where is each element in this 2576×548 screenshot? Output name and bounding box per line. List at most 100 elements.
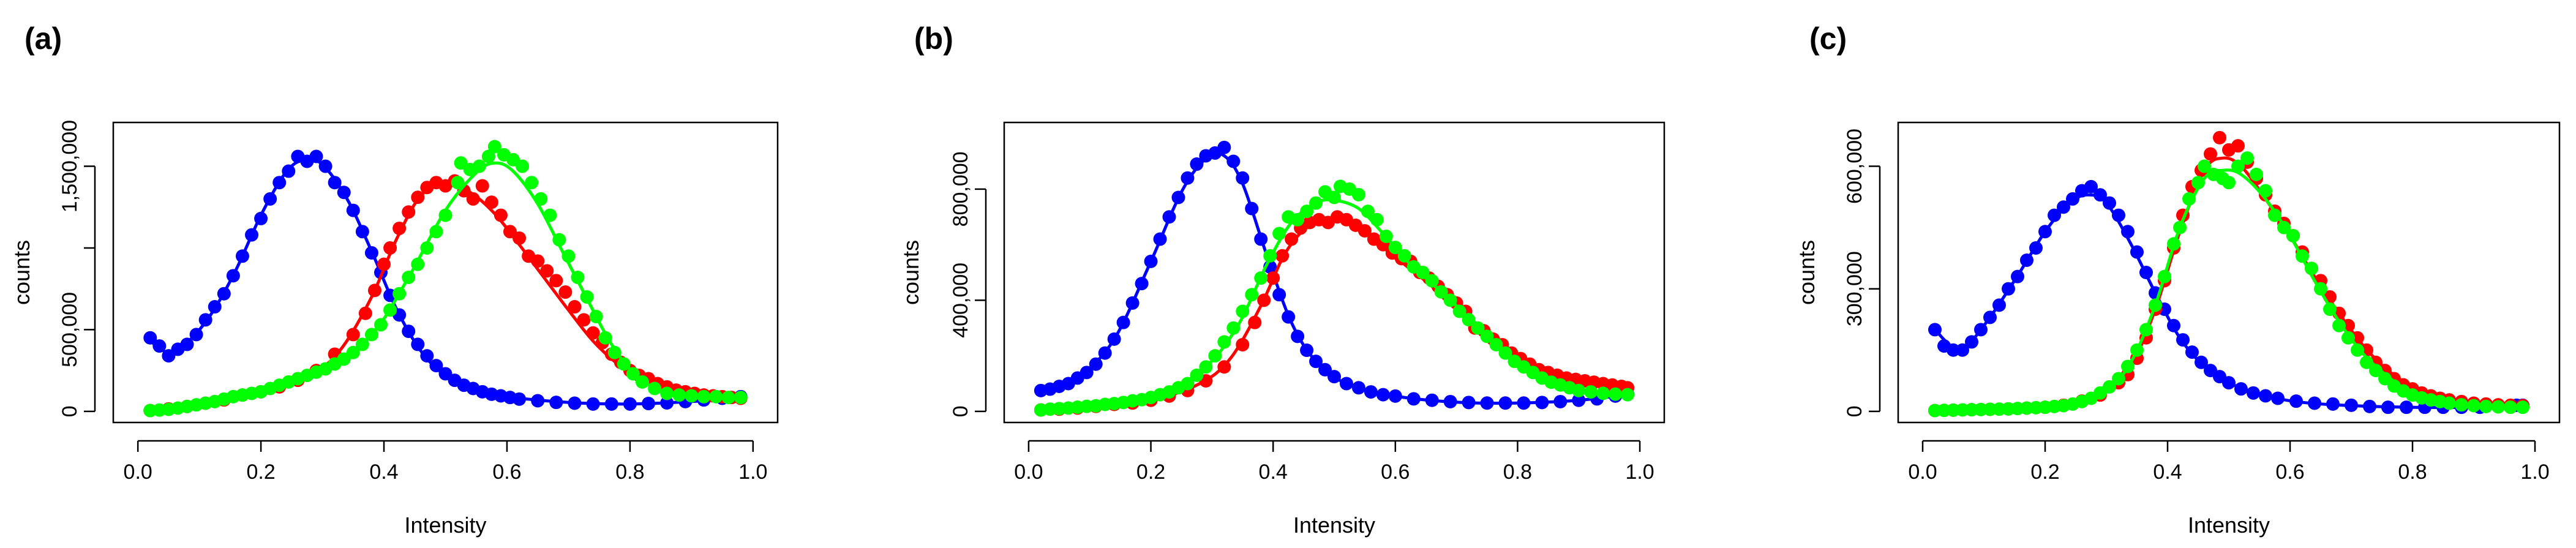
data-point-blue [1272,288,1286,302]
data-point-green [364,328,378,342]
data-point-blue [1983,310,1997,325]
data-point-green [2516,400,2529,415]
x-tick-label: 0.8 [615,460,644,484]
data-point-red [358,306,372,320]
data-point-blue [364,246,378,260]
x-tick-label: 0.4 [1259,460,1288,484]
data-point-blue [143,331,157,345]
series-red-curve [1934,156,2523,412]
data-point-blue [2400,400,2413,415]
data-point-red [1217,360,1231,374]
data-point-green [1452,304,1466,318]
data-point-blue [2345,398,2358,412]
data-point-green [589,310,603,324]
y-axis-title: counts [898,240,923,305]
data-point-green [374,318,388,332]
x-tick-label: 0.2 [246,460,275,484]
panel-label: (c) [1809,21,1847,56]
data-point-green [1388,241,1402,255]
data-point-blue [1089,357,1103,371]
data-point-green [2277,220,2291,235]
data-point-blue [2167,318,2180,332]
data-point-red [346,328,360,342]
data-point-green [346,345,360,359]
x-axis-title: Intensity [404,512,486,538]
data-point-blue [2363,399,2376,413]
data-point-blue [282,164,296,178]
data-point-green [2158,269,2171,283]
data-point-red [1285,232,1299,246]
data-point-blue [1116,315,1130,329]
data-point-blue [586,397,600,411]
data-point-blue [1974,323,1988,337]
data-point-green [1190,368,1204,382]
data-point-green [617,357,631,371]
data-point-green [2305,261,2318,276]
data-point-blue [642,397,656,411]
series-blue [143,149,748,411]
data-point-red [531,254,545,268]
series-blue-curve [1934,193,2523,409]
data-point-green [721,391,735,405]
y-tick-label: 1,500,000 [58,120,81,212]
data-point-blue [2222,376,2236,390]
data-point-green [534,192,548,206]
data-point-blue [568,396,582,410]
x-tick-label: 0.0 [1908,460,1937,484]
data-point-red [568,300,582,314]
data-point-green [1471,321,1485,335]
data-point-green [1443,293,1457,307]
data-point-green [383,303,397,317]
data-point-green [2167,237,2180,251]
data-point-green [1236,304,1250,318]
data-point-blue [2093,188,2107,202]
data-point-blue [2020,253,2033,267]
data-point-green [1425,274,1439,288]
data-point-blue [1245,201,1259,216]
x-tick-label: 0.2 [1136,460,1165,484]
data-point-blue [2103,196,2116,210]
data-point-blue [1376,388,1390,402]
data-point-blue [2234,382,2248,396]
data-point-blue [1291,329,1305,343]
data-point-green [552,233,566,247]
data-point-blue [198,313,212,327]
data-point-blue [660,396,674,410]
data-point-green [2378,372,2392,386]
data-point-blue [1480,396,1494,410]
data-point-blue [208,300,222,314]
data-point-blue [549,396,563,410]
panel-a: (a) 0.0 0.2 0.4 0.6 0.8 1.0 0 500,000 1,500,000 In… [9,21,779,538]
data-point-green [1596,386,1610,400]
x-tick-label: 0.4 [2153,460,2182,484]
data-point-blue [2247,386,2260,400]
data-point-blue [1318,362,1332,377]
y-tick-label: 400,000 [949,263,972,338]
data-point-blue [1462,396,1476,410]
data-point-blue [1107,332,1121,346]
x-tick-label: 1.0 [1625,460,1654,484]
data-point-blue [355,225,369,239]
data-point-blue [1226,154,1241,168]
data-point-blue [2195,355,2208,369]
data-point-green [697,389,711,403]
y-tick-label: 0 [58,405,81,417]
data-point-blue [226,269,240,283]
data-point-green [2191,176,2205,190]
data-point-blue [2308,396,2321,410]
data-point-blue [1144,254,1158,268]
data-point-green [2286,228,2300,242]
data-point-green [2332,318,2346,332]
x-tick-label: 0.6 [1381,460,1410,484]
y-axis-title: counts [9,240,34,305]
data-point-blue [152,339,167,353]
data-point-green [2455,398,2468,412]
data-point-green [543,208,557,222]
data-point-green [561,249,576,263]
data-point-blue [1339,377,1353,391]
plot-frame [1003,121,1665,424]
data-point-green [438,208,452,222]
data-point-blue [2259,389,2272,403]
data-point-green [2443,396,2456,410]
data-point-green [2492,400,2505,414]
